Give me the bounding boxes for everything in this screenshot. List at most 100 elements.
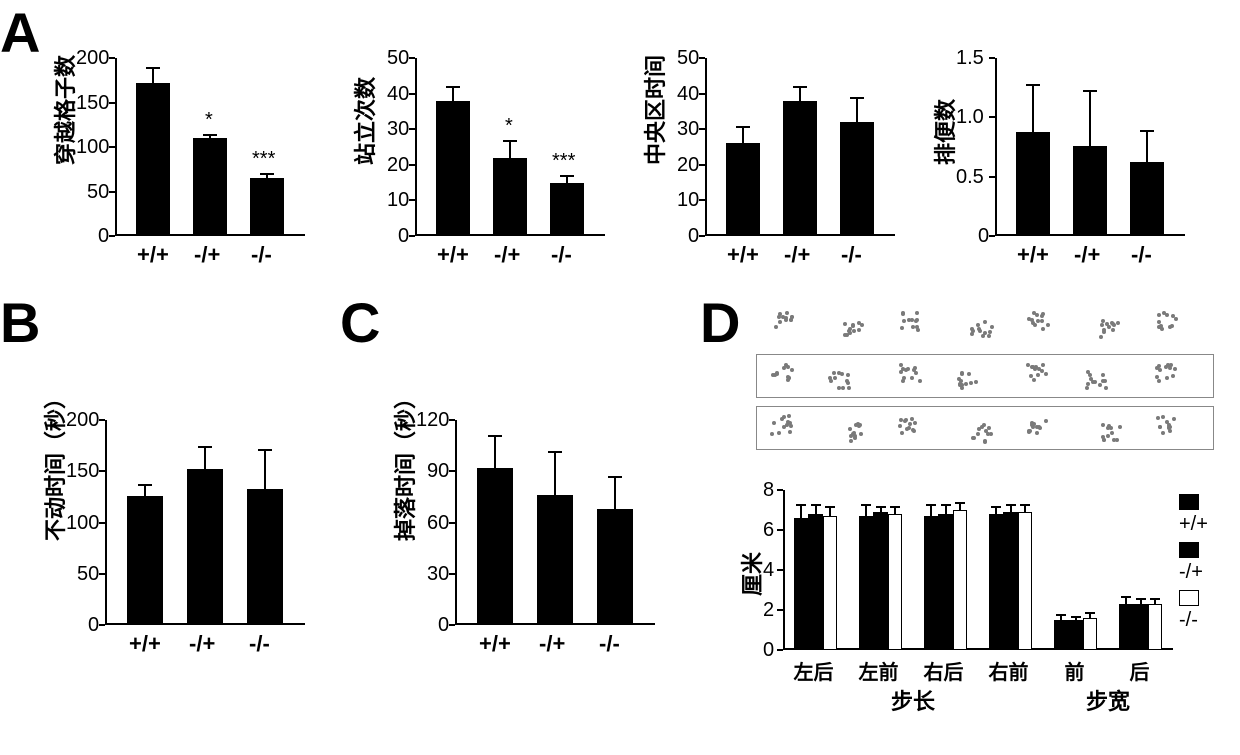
bar-chart-A4: 排便数00.51.01.5+/+-/+-/- [940,58,1210,296]
pawprint [1026,414,1052,440]
y-tick-label: 0.5 [956,166,1014,189]
pawprint [1098,422,1124,448]
x-tick-label: +/+ [137,242,169,268]
bar [808,514,822,650]
bar-chart-A3: 中央区时间01020304050+/+-/+-/- [650,58,920,296]
x-tick-label: -/+ [189,631,215,657]
bar-chart-C1: 掉落时间（秒）0306090120+/+-/+-/- [400,420,680,685]
bar [794,518,808,650]
pawprint [842,318,868,344]
y-tick-label: 120 [416,409,474,432]
panel-letter-c: C [340,290,380,355]
x-tick-label: -/+ [194,242,220,268]
y-tick-label: 100 [66,512,124,535]
bar [193,138,227,236]
y-tick-label: 150 [76,92,134,115]
bar [726,143,760,236]
pawprint [898,414,924,440]
pawprint [770,414,796,440]
y-axis-label: 掉落时间（秒） [388,513,420,541]
bar [1133,604,1147,650]
bar [1130,162,1164,236]
x-group-label: 左后 [794,656,834,685]
y-tick-label: 1.0 [956,106,1014,129]
bar [493,158,527,236]
bar [888,514,902,650]
x-tick-label: -/- [841,242,862,268]
pawprint [970,422,996,448]
pawprint [1154,414,1180,440]
bar [783,101,817,236]
bar [436,101,470,236]
grouped-bar-chart-D1: 厘米02468左后左前右后右前前后步长步宽+/+-/+-/- [735,490,1215,740]
significance-marker: *** [252,149,275,169]
y-tick-label: 1.5 [956,47,1014,70]
bar [550,183,584,236]
panel-letter-d: D [700,290,740,355]
figure: A B C D 穿越格子数050100150200+/+-/+*-/-***站立… [0,0,1240,755]
bar [136,83,170,236]
y-tick-label: 8 [763,479,774,502]
pawprint [970,318,996,344]
x-tick-label: -/+ [494,242,520,268]
x-tick-label: +/+ [1017,242,1049,268]
legend: +/+-/+-/- [1179,490,1215,634]
bar-chart-A1: 穿越格子数050100150200+/+-/+*-/-*** [60,58,330,296]
bar [1073,146,1107,236]
bar [477,468,513,625]
y-tick-label: 2 [763,599,774,622]
bar [873,512,887,650]
bar [938,514,952,650]
x-tick-label: -/+ [784,242,810,268]
y-tick-label: 0 [438,614,474,637]
y-tick-label: 0 [978,225,1014,248]
bar [537,495,573,625]
pawprint [842,422,868,448]
y-axis-label: 中央区时间 [638,137,670,165]
x-tick-label: -/- [251,242,272,268]
x-tick-label: +/+ [727,242,759,268]
y-tick-label: 4 [763,559,774,582]
legend-label: -/- [1179,609,1198,631]
pawprint [898,310,924,336]
x-group-label: 左前 [859,656,899,685]
significance-marker: * [205,110,213,130]
bar [1083,618,1097,650]
gait-row-box [756,354,1214,398]
pawprint [828,370,854,396]
y-tick-label: 0 [763,639,774,662]
pawprint [1154,310,1180,336]
x-group-label: 后 [1130,656,1150,685]
y-axis-label: 排便数 [928,137,960,165]
bar [823,516,837,650]
bar [1119,604,1133,650]
bar [1018,512,1032,650]
y-tick-label: 200 [76,47,134,70]
pawprint [1026,310,1052,336]
x-group-label: 右后 [924,656,964,685]
y-tick-label: 6 [763,519,774,542]
bar-chart-B1: 不动时间（秒）050100150200+/+-/+-/- [50,420,330,685]
x-tick-label: +/+ [479,631,511,657]
x-tick-label: -/+ [1074,242,1100,268]
bar [840,122,874,236]
y-tick-label: 0 [88,614,124,637]
bar [953,510,967,650]
x-tick-label: +/+ [437,242,469,268]
bar [1003,512,1017,650]
pawprint [1098,318,1124,344]
bar [597,509,633,625]
y-tick-label: 0 [688,225,724,248]
bar-chart-A2: 站立次数01020304050+/+-/+*-/-*** [360,58,630,296]
x-tick-label: -/- [599,631,620,657]
x-axis-title-left: 步长 [891,684,935,716]
bar [1054,620,1068,650]
y-tick-label: 200 [66,409,124,432]
bar [924,516,938,650]
bar [247,489,283,625]
pawprint [1084,370,1110,396]
x-tick-label: +/+ [129,631,161,657]
bar [1148,604,1162,650]
pawprint [1154,362,1180,388]
pawprint [1026,362,1052,388]
